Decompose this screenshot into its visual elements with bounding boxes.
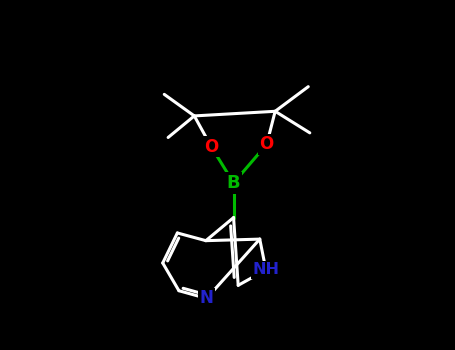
- Text: O: O: [259, 135, 274, 153]
- Text: N: N: [200, 289, 213, 307]
- Text: O: O: [204, 138, 218, 156]
- Text: NH: NH: [253, 262, 279, 278]
- Text: B: B: [227, 174, 240, 192]
